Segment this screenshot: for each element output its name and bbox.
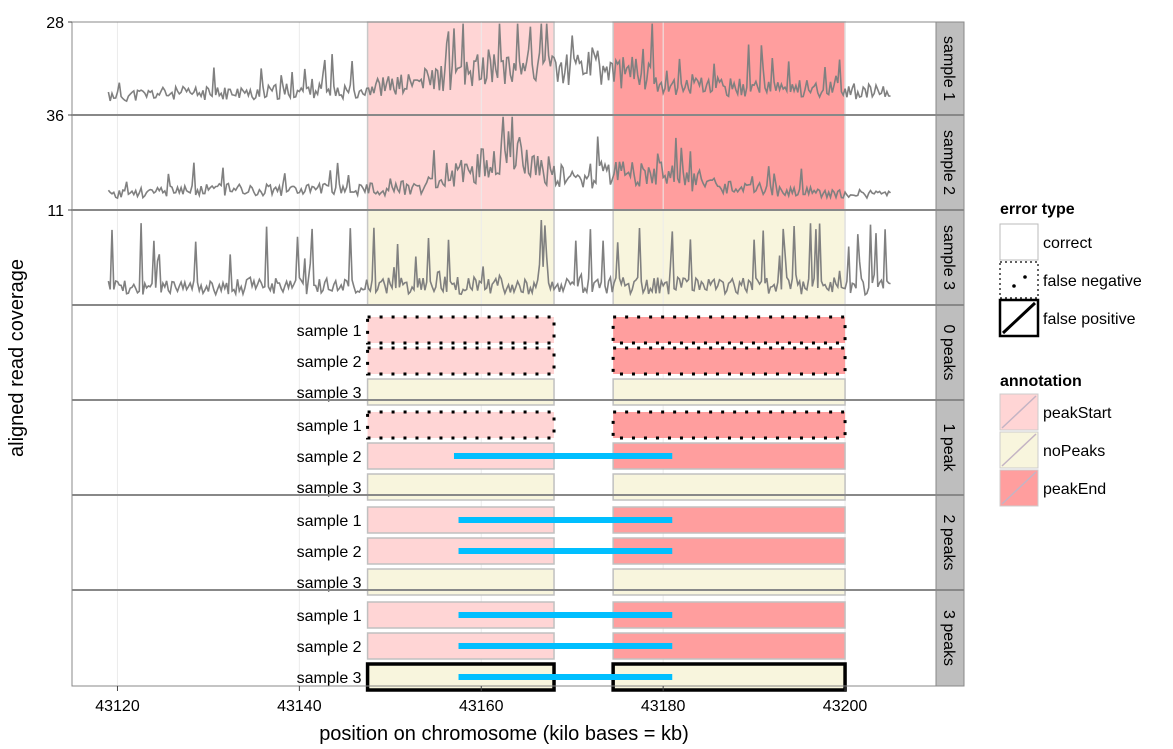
strip-background xyxy=(936,590,964,686)
annotation-box-peakStart xyxy=(366,410,556,440)
strip-label: 3 peaks xyxy=(940,610,957,666)
y-tick-label: 28 xyxy=(46,15,64,32)
annotation-box-noPeaks xyxy=(366,473,555,501)
x-tick-label: 43180 xyxy=(641,698,686,715)
y-axis-label: aligned read coverage xyxy=(6,259,28,457)
coverage-region-peakEnd xyxy=(612,114,846,211)
coverage-lines xyxy=(107,23,892,297)
legend-title-annotation: annotation xyxy=(1000,373,1082,390)
annotation-box-noPeaks xyxy=(612,378,846,406)
strip-label: 0 peaks xyxy=(940,324,957,380)
y-tick-label: 11 xyxy=(47,203,64,220)
legend-key-slash xyxy=(1001,301,1037,335)
strip-label: sample 1 xyxy=(940,36,957,101)
row-sample-label: sample 1 xyxy=(297,608,362,625)
annotation-box-peakStart xyxy=(366,315,556,345)
legend: error type correct false negative false pos… xyxy=(998,201,1142,507)
row-sample-label: sample 2 xyxy=(297,449,362,466)
peak-annotation-boxes: sample 1 sample 2 sample 3 sample 1 sample 2… xyxy=(297,315,847,692)
annotation-box-noPeaks xyxy=(366,378,555,406)
x-tick-label: 43120 xyxy=(95,698,140,715)
x-axis-label: position on chromosome (kilo bases = kb) xyxy=(319,723,689,745)
axes: 28 36 11 43120 43140 43160 43180 43200 xyxy=(46,15,867,715)
strip-background xyxy=(936,495,964,590)
legend-key-slash xyxy=(1001,471,1037,505)
plot-frame xyxy=(71,21,965,687)
row-sample-label: sample 1 xyxy=(297,513,362,530)
annotation-box-noPeaks xyxy=(366,568,555,596)
legend-key-dot xyxy=(1012,284,1016,288)
row-sample-label: sample 2 xyxy=(297,544,362,561)
coverage-line-sample-1 xyxy=(107,23,891,103)
legend-key-correct xyxy=(999,223,1039,261)
annotation-box-peakStart xyxy=(366,346,556,376)
strip-background xyxy=(936,210,964,305)
x-tick-label: 43140 xyxy=(277,698,322,715)
coverage-region-noPeaks xyxy=(366,209,555,306)
panel-frames: sample 1 sample 2 sample 3 0 peaks 1 peak 2 p… xyxy=(71,21,965,687)
strip-label: sample 2 xyxy=(940,130,957,195)
annotation-box-peakEnd xyxy=(611,346,847,376)
legend-key-false-negative xyxy=(999,261,1039,299)
legend-key-slash xyxy=(1001,395,1037,429)
legend-title-error-type: error type xyxy=(1000,201,1075,218)
strip-background xyxy=(936,22,964,115)
row-sample-label: sample 2 xyxy=(297,354,362,371)
legend-label: false positive xyxy=(1043,311,1136,328)
row-sample-label: sample 3 xyxy=(297,670,362,687)
strip-label: sample 3 xyxy=(940,225,957,290)
legend-key-dot xyxy=(1023,275,1027,279)
strip-label: 1 peak xyxy=(940,423,957,472)
row-sample-label: sample 1 xyxy=(297,418,362,435)
row-sample-label: sample 1 xyxy=(297,323,362,340)
coverage-line-sample-2 xyxy=(107,116,892,201)
annotation-box-noPeaks xyxy=(612,473,846,501)
annotation-box-peakEnd xyxy=(611,410,847,440)
y-tick-label: 36 xyxy=(46,108,64,125)
coverage-line-sample-3 xyxy=(107,219,891,297)
legend-label: false negative xyxy=(1043,273,1142,290)
strip-label: 2 peaks xyxy=(940,514,957,570)
row-sample-label: sample 3 xyxy=(297,575,362,592)
x-tick-label: 43200 xyxy=(823,698,868,715)
strip-background xyxy=(936,115,964,210)
legend-key-slash xyxy=(1001,433,1037,467)
legend-label: noPeaks xyxy=(1043,443,1105,460)
row-sample-label: sample 3 xyxy=(297,480,362,497)
x-tick-label: 43160 xyxy=(459,698,504,715)
legend-label: peakStart xyxy=(1043,405,1112,422)
annotation-box-peakEnd xyxy=(611,315,847,345)
legend-label: correct xyxy=(1043,235,1092,252)
row-sample-label: sample 2 xyxy=(297,639,362,656)
row-sample-label: sample 3 xyxy=(297,385,362,402)
strip-background xyxy=(936,400,964,495)
legend-label: peakEnd xyxy=(1043,481,1106,498)
annotation-box-noPeaks xyxy=(612,568,846,596)
strip-background xyxy=(936,305,964,400)
